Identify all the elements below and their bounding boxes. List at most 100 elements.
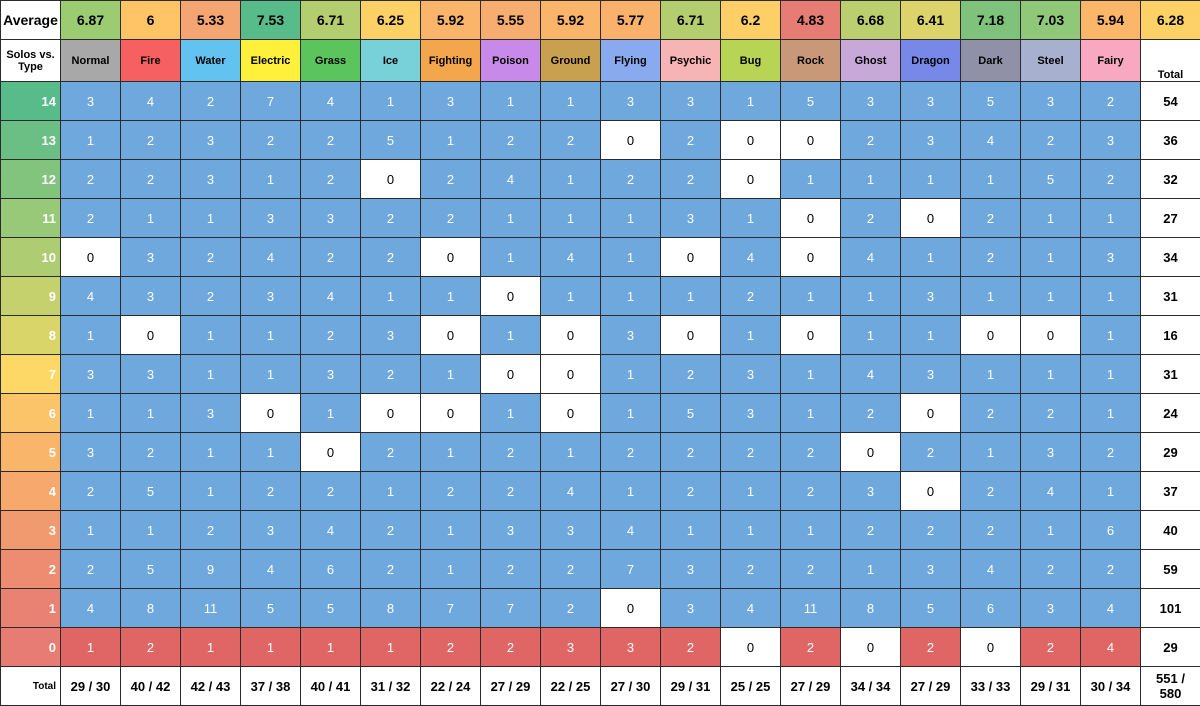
- value-cell: 1: [961, 433, 1021, 472]
- value-cell: 2: [541, 589, 601, 628]
- value-cell: 4: [721, 238, 781, 277]
- value-cell: 0: [961, 316, 1021, 355]
- value-cell: 1: [841, 316, 901, 355]
- value-cell: 1: [781, 355, 841, 394]
- value-cell: 0: [61, 238, 121, 277]
- value-cell: 1: [181, 355, 241, 394]
- value-cell: 4: [841, 238, 901, 277]
- value-cell: 0: [301, 433, 361, 472]
- value-cell: 2: [1021, 394, 1081, 433]
- type-total-fire: 40 / 42: [121, 667, 181, 706]
- row-total-cell: 31: [1141, 355, 1200, 394]
- value-cell: 1: [301, 628, 361, 667]
- total-header: Total: [1141, 40, 1200, 82]
- value-cell: 4: [1081, 628, 1141, 667]
- value-cell: 2: [481, 121, 541, 160]
- value-cell: 2: [841, 511, 901, 550]
- value-cell: 1: [1081, 355, 1141, 394]
- type-total-ghost: 34 / 34: [841, 667, 901, 706]
- value-cell: 1: [781, 511, 841, 550]
- value-cell: 2: [661, 160, 721, 199]
- value-cell: 0: [541, 316, 601, 355]
- value-cell: 0: [781, 199, 841, 238]
- value-cell: 4: [541, 472, 601, 511]
- value-cell: 1: [721, 511, 781, 550]
- row-level-label: 10: [1, 238, 61, 277]
- value-cell: 2: [961, 238, 1021, 277]
- value-cell: 3: [1021, 82, 1081, 121]
- value-cell: 1: [841, 550, 901, 589]
- value-cell: 2: [1081, 82, 1141, 121]
- value-cell: 2: [421, 199, 481, 238]
- value-cell: 2: [121, 121, 181, 160]
- value-cell: 1: [901, 238, 961, 277]
- value-cell: 4: [961, 550, 1021, 589]
- row-total-cell: 29: [1141, 628, 1200, 667]
- value-cell: 1: [61, 316, 121, 355]
- value-cell: 4: [601, 511, 661, 550]
- value-cell: 3: [721, 394, 781, 433]
- value-cell: 2: [661, 628, 721, 667]
- value-cell: 1: [961, 355, 1021, 394]
- value-cell: 2: [61, 199, 121, 238]
- value-cell: 0: [841, 628, 901, 667]
- value-cell: 2: [781, 433, 841, 472]
- row-level-label: 4: [1, 472, 61, 511]
- row-total-cell: 24: [1141, 394, 1200, 433]
- value-cell: 3: [901, 550, 961, 589]
- value-cell: 1: [721, 472, 781, 511]
- value-cell: 1: [721, 199, 781, 238]
- row-level-label: 12: [1, 160, 61, 199]
- value-cell: 2: [481, 550, 541, 589]
- value-cell: 7: [601, 550, 661, 589]
- value-cell: 2: [961, 511, 1021, 550]
- value-cell: 1: [241, 628, 301, 667]
- average-cell-water: 5.33: [181, 1, 241, 40]
- value-cell: 4: [241, 550, 301, 589]
- value-cell: 1: [1021, 355, 1081, 394]
- value-cell: 4: [841, 355, 901, 394]
- value-cell: 4: [301, 82, 361, 121]
- average-cell-rock: 4.83: [781, 1, 841, 40]
- value-cell: 1: [541, 277, 601, 316]
- value-cell: 3: [541, 511, 601, 550]
- value-cell: 1: [961, 277, 1021, 316]
- row-total-cell: 29: [1141, 433, 1200, 472]
- value-cell: 6: [961, 589, 1021, 628]
- value-cell: 1: [661, 277, 721, 316]
- value-cell: 1: [781, 160, 841, 199]
- value-cell: 3: [301, 355, 361, 394]
- value-cell: 0: [421, 394, 481, 433]
- value-cell: 1: [181, 199, 241, 238]
- value-cell: 4: [301, 511, 361, 550]
- value-cell: 5: [241, 589, 301, 628]
- value-cell: 3: [121, 355, 181, 394]
- value-cell: 2: [961, 472, 1021, 511]
- value-cell: 1: [481, 316, 541, 355]
- value-cell: 0: [361, 394, 421, 433]
- value-cell: 1: [61, 121, 121, 160]
- value-cell: 3: [901, 82, 961, 121]
- average-cell-grass: 6.71: [301, 1, 361, 40]
- row-level-label: 3: [1, 511, 61, 550]
- value-cell: 1: [1021, 277, 1081, 316]
- row-level-label: 2: [1, 550, 61, 589]
- row-total-cell: 32: [1141, 160, 1200, 199]
- row-total-cell: 16: [1141, 316, 1200, 355]
- value-cell: 1: [601, 472, 661, 511]
- value-cell: 1: [421, 277, 481, 316]
- value-cell: 2: [61, 550, 121, 589]
- average-cell-ground: 5.92: [541, 1, 601, 40]
- value-cell: 1: [241, 160, 301, 199]
- value-cell: 2: [661, 472, 721, 511]
- average-cell-fire: 6: [121, 1, 181, 40]
- row-total-cell: 34: [1141, 238, 1200, 277]
- value-cell: 2: [61, 472, 121, 511]
- value-cell: 1: [601, 355, 661, 394]
- value-cell: 1: [61, 511, 121, 550]
- type-total-rock: 27 / 29: [781, 667, 841, 706]
